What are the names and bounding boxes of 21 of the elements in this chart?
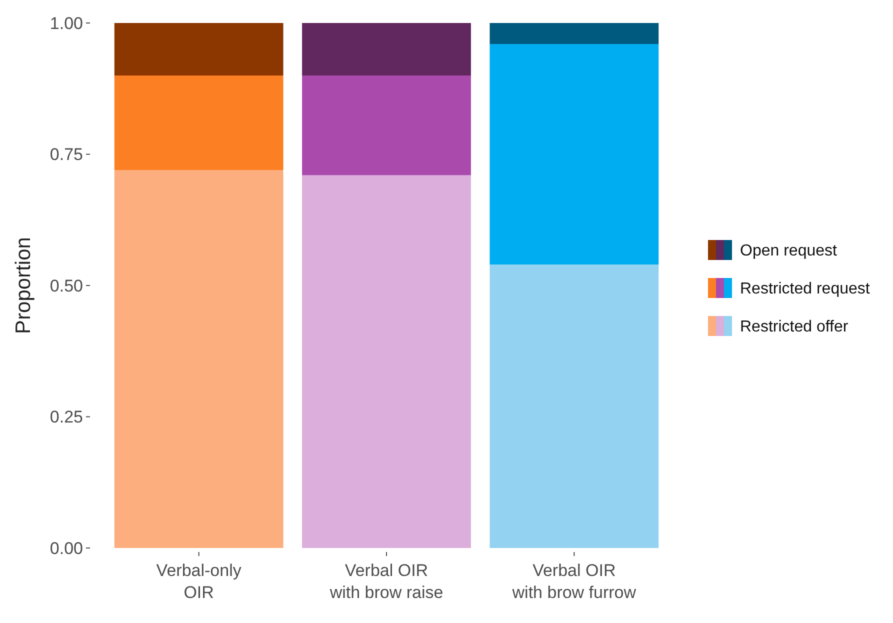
bar bbox=[114, 23, 284, 76]
bar bbox=[490, 44, 659, 264]
bar bbox=[302, 23, 471, 76]
y-tick-label: 0.75 bbox=[50, 145, 83, 164]
x-tick-label: Verbal OIR with brow raise bbox=[328, 561, 444, 602]
legend-label: Restricted request bbox=[740, 280, 870, 298]
bar bbox=[302, 175, 471, 548]
bar bbox=[490, 23, 659, 44]
bar bbox=[114, 76, 284, 170]
x-tick-label: Verbal-only OIR bbox=[156, 561, 242, 602]
y-tick-label: 0.00 bbox=[50, 538, 83, 558]
bar bbox=[302, 76, 471, 176]
legend-label: Restricted offer bbox=[740, 318, 849, 336]
legend-label: Open request bbox=[740, 242, 838, 260]
x-tick-label: Verbal OIR with brow furrow bbox=[511, 561, 637, 602]
y-tick-label: 1.00 bbox=[50, 14, 83, 33]
bar bbox=[490, 264, 659, 548]
y-axis-title: Proportion bbox=[12, 237, 35, 334]
bar bbox=[114, 170, 284, 548]
y-tick-label: 0.25 bbox=[50, 408, 83, 427]
y-tick-label: 0.50 bbox=[50, 276, 83, 296]
